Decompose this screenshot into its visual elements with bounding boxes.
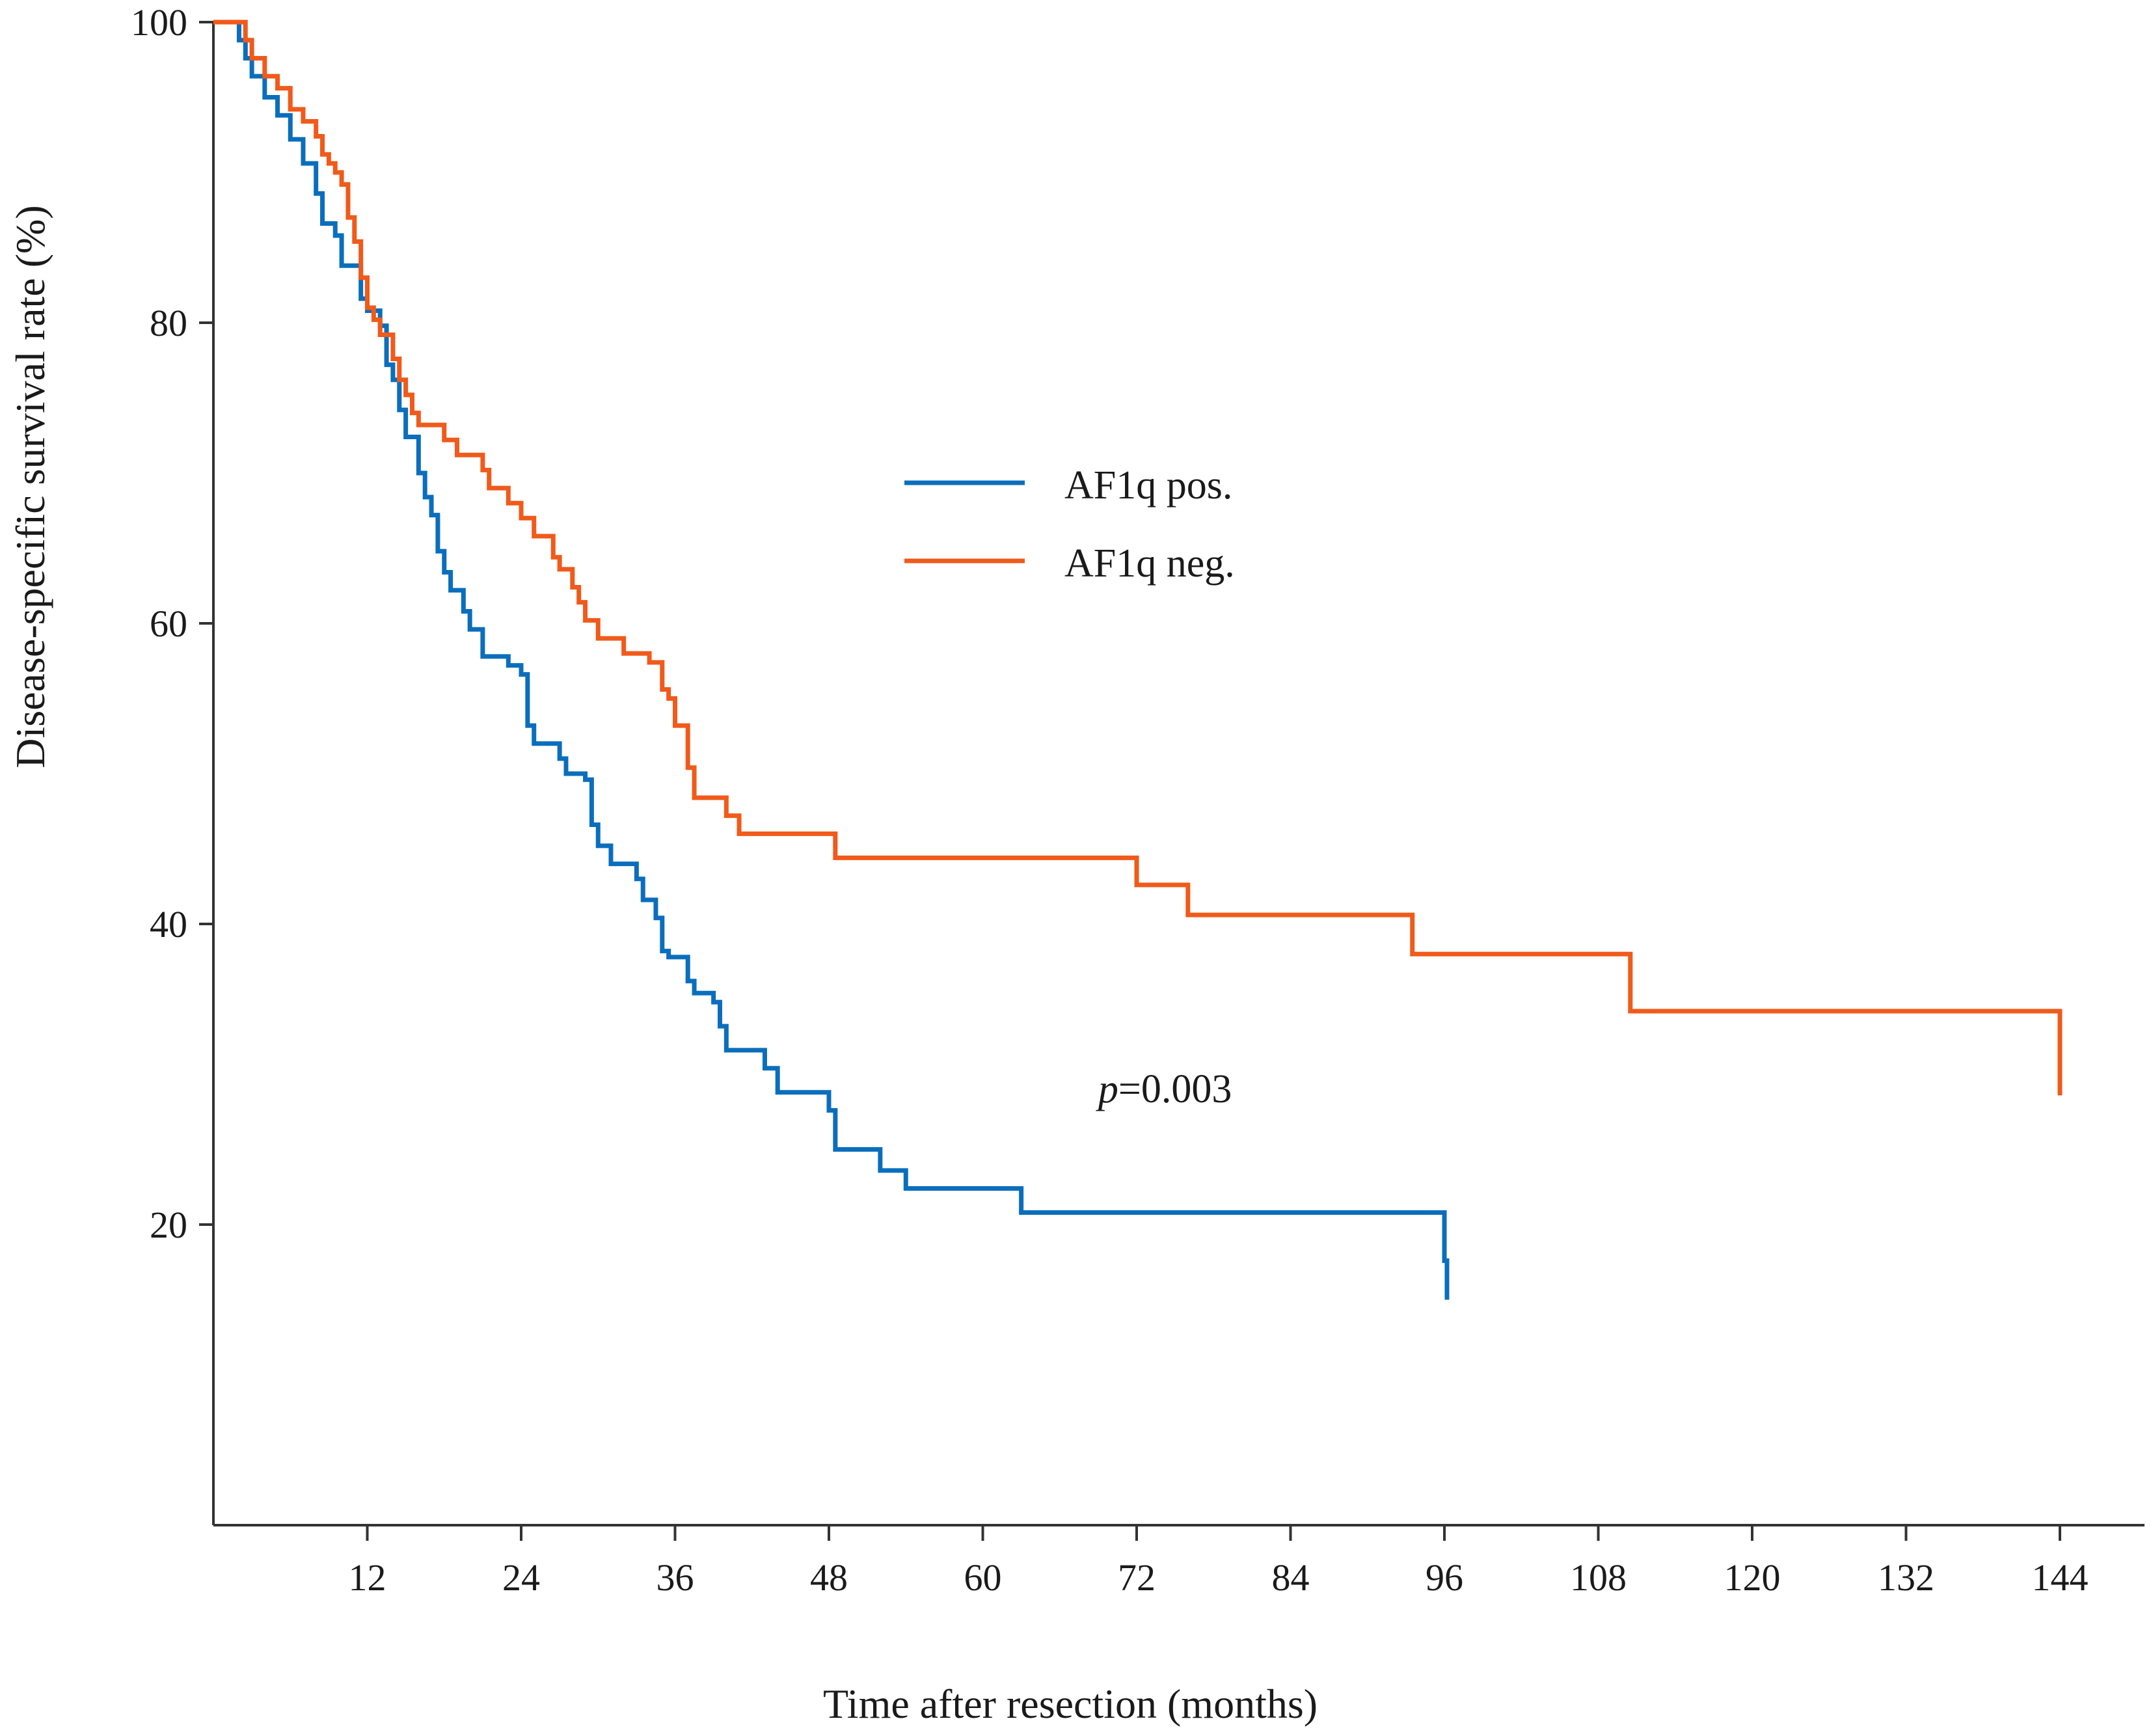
x-axis: 12 24 36 48 60 72 84 96 108 120 132 144 [213,1524,2144,1599]
x-axis-title: Time after resection (months) [823,1681,1318,1727]
p-value-annotation: p=0.003 [1096,1067,1232,1111]
series-group [213,20,2063,1300]
x-tick-label: 48 [810,1556,848,1599]
y-tick-group: 20 40 60 80 100 [131,1,213,1246]
x-tick-label: 36 [656,1556,694,1599]
legend-label-af1q-pos: AF1q pos. [1064,463,1232,508]
legend-label-af1q-neg: AF1q neg. [1064,541,1235,586]
x-tick-group: 12 24 36 48 60 72 84 96 108 120 132 144 [349,1525,2089,1599]
y-tick-label: 20 [150,1204,187,1246]
y-axis-title: Disease-specific survival rate (%) [7,205,53,768]
y-tick-label: 100 [131,1,187,44]
x-tick-label: 132 [1878,1556,1934,1599]
x-tick-label: 108 [1570,1556,1627,1599]
x-tick-label: 72 [1118,1556,1156,1599]
x-tick-label: 12 [349,1556,386,1599]
x-tick-label: 24 [502,1556,540,1599]
series-line-af1q-neg [213,20,2063,1096]
legend: AF1q pos. AF1q neg. [904,463,1235,586]
y-tick-label: 80 [150,302,187,344]
y-tick-label: 60 [150,603,187,645]
x-tick-label: 84 [1272,1556,1310,1599]
x-tick-label: 120 [1724,1556,1781,1599]
y-tick-label: 40 [150,903,187,945]
x-tick-label: 60 [964,1556,1002,1599]
series-line-af1q-pos [213,20,1450,1300]
x-tick-label: 144 [2032,1556,2089,1599]
p-value-number: =0.003 [1118,1067,1232,1111]
x-tick-label: 96 [1426,1556,1463,1599]
p-value-symbol: p [1096,1067,1118,1111]
y-axis: 20 40 60 80 100 [131,1,215,1525]
